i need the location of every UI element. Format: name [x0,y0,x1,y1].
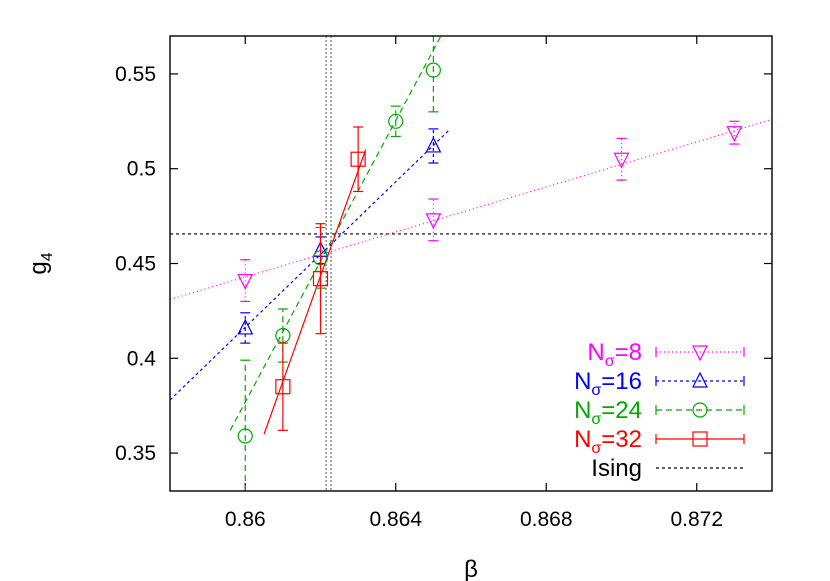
legend-label-main: N [587,339,604,366]
data-point [237,428,253,444]
y-tick-label: 0.4 [127,347,157,370]
fit-line-series-2 [170,130,449,401]
data-point [613,152,630,169]
x-tick-label: 0.86 [225,508,266,531]
y-tick-label: 0.35 [115,442,156,465]
x-tick-label: 0.872 [670,508,723,531]
legend-label-series-3: Nσ=24 [574,397,642,428]
x-axis-label: β [464,556,478,581]
legend-marker-series-2 [692,371,708,388]
data-point [237,273,254,290]
y-tick-label: 0.45 [115,253,156,276]
legend-label-ising: Ising [591,455,642,482]
legend-label-main: N [574,426,591,453]
y-axis-label-subscript: 4 [39,252,56,261]
y-axis-label: g4 [25,252,56,274]
data-point [237,318,254,335]
legend-label-tail: =8 [615,339,642,366]
fit-line-series-1 [170,118,772,301]
y-tick-label: 0.5 [127,158,156,181]
legend-marker-series-3 [692,402,708,418]
data-point [388,113,404,129]
data-point-layer [237,36,743,491]
series-1 [237,120,743,303]
legend-label-subscript: σ [591,382,601,399]
legend-label-subscript: σ [591,440,601,457]
x-tick-label: 0.864 [369,508,422,531]
data-point [726,126,743,143]
data-point [312,271,329,287]
legend-label-subscript: σ [605,353,615,370]
reference-line-layer [170,36,772,491]
series-4 [275,126,366,431]
legend-label-main: N [574,368,591,395]
plot-frame [169,35,773,492]
legend-label-main: N [574,397,591,424]
y-axis-label-main: g [25,261,52,274]
y-tick-label: 0.55 [115,63,156,86]
data-point [425,136,442,153]
data-point [350,151,366,167]
legend-label-series-4: Nσ=32 [574,426,642,457]
legend-label-series-1: Nσ=8 [587,339,642,370]
legend-marker-series-1 [692,345,708,362]
legend-label-series-2: Nσ=16 [574,368,642,399]
legend-label-tail: =24 [601,397,642,424]
fit-line-series-4 [263,149,367,435]
fit-line-layer [170,36,772,435]
legend-label-subscript: σ [591,411,601,428]
data-point [425,62,441,78]
legend-label-tail: =32 [601,426,642,453]
tick-layer: 0.86 0.864 0.868 0.872 0.35 0.4 0.45 0.5 0.55 [115,36,772,531]
legend-label-tail: =16 [601,368,642,395]
data-point [275,379,291,395]
data-point [425,213,442,230]
legend-marker-series-4 [692,431,708,447]
x-tick-label: 0.868 [520,508,573,531]
